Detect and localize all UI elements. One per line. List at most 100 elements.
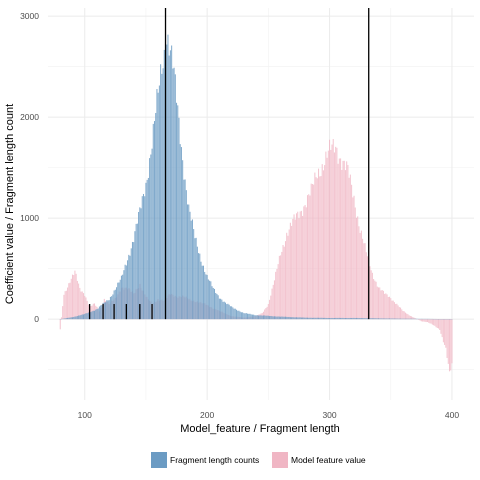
bar — [125, 265, 127, 320]
bar — [445, 319, 447, 348]
bar — [298, 218, 300, 320]
bar — [291, 225, 293, 320]
bar — [223, 301, 225, 320]
bar — [426, 319, 429, 323]
bar — [343, 160, 345, 320]
bar — [362, 238, 364, 320]
bar — [275, 316, 277, 320]
bar — [389, 318, 391, 320]
bar — [258, 315, 260, 320]
bar — [173, 67, 175, 320]
bar — [272, 316, 274, 320]
bar — [325, 317, 327, 320]
grid-lines — [48, 8, 474, 400]
bar — [264, 315, 266, 320]
bar — [357, 216, 359, 320]
bar — [256, 315, 258, 320]
bar — [314, 172, 316, 320]
bar — [261, 315, 263, 320]
bar — [182, 160, 184, 320]
bar — [448, 319, 451, 372]
bar — [158, 85, 160, 320]
bar — [103, 302, 105, 320]
bar — [71, 274, 74, 320]
bar — [428, 319, 430, 323]
bar — [210, 281, 212, 320]
bar — [142, 193, 145, 320]
bar — [365, 252, 367, 320]
bar — [128, 254, 130, 320]
reference-lines — [88, 8, 370, 320]
bar — [273, 280, 275, 320]
bar — [221, 299, 223, 320]
bar — [386, 318, 388, 320]
bar — [358, 226, 360, 320]
bar — [338, 317, 340, 320]
bar — [418, 319, 420, 321]
bar — [292, 218, 294, 320]
bar — [289, 317, 291, 320]
bar — [157, 92, 159, 320]
bar — [336, 317, 338, 320]
bar — [396, 303, 398, 320]
bar — [387, 318, 389, 320]
bar — [163, 49, 165, 320]
bar — [191, 219, 193, 320]
bar — [313, 184, 315, 320]
bar — [155, 112, 157, 320]
bar — [393, 302, 395, 320]
legend-swatch-model-feature-value — [272, 452, 288, 468]
bar — [283, 316, 285, 320]
bar — [188, 204, 190, 320]
bar — [375, 281, 377, 320]
bar — [117, 282, 119, 320]
bar — [275, 271, 277, 320]
bar — [352, 197, 354, 320]
bar — [65, 318, 67, 320]
bar — [189, 211, 191, 320]
legend-label-model-feature-value: Model feature value — [291, 455, 366, 465]
legend-label-fragment-length-counts: Fragment length counts — [170, 455, 259, 465]
bar — [359, 232, 361, 320]
bar — [67, 317, 69, 320]
bar — [360, 230, 362, 320]
bar — [282, 244, 284, 320]
bar — [176, 102, 178, 320]
bar — [336, 147, 338, 320]
bar — [111, 296, 113, 320]
bar — [281, 251, 283, 320]
bar — [98, 306, 100, 320]
bar — [270, 295, 272, 320]
bar — [289, 222, 291, 320]
bar — [79, 315, 81, 320]
bar — [249, 313, 251, 320]
bar — [370, 318, 372, 320]
bar — [319, 317, 321, 320]
bar — [348, 177, 350, 320]
bar — [68, 283, 70, 320]
bar — [207, 279, 209, 320]
bar — [80, 291, 82, 320]
bar — [151, 148, 153, 320]
bar — [260, 315, 262, 320]
bar — [347, 164, 349, 320]
bar — [370, 270, 372, 320]
bar — [75, 316, 77, 320]
bar — [67, 287, 69, 320]
bar — [288, 316, 290, 320]
bar — [326, 157, 328, 320]
bar — [250, 314, 252, 320]
bar — [395, 303, 397, 320]
bar — [451, 319, 453, 364]
bar — [70, 317, 72, 320]
bar — [273, 316, 275, 320]
bar — [292, 317, 294, 320]
bar — [318, 168, 320, 320]
bar — [297, 211, 299, 320]
bar — [381, 318, 383, 320]
bar — [412, 317, 414, 320]
bar — [398, 307, 400, 320]
bar — [63, 294, 65, 320]
bar — [107, 300, 109, 320]
